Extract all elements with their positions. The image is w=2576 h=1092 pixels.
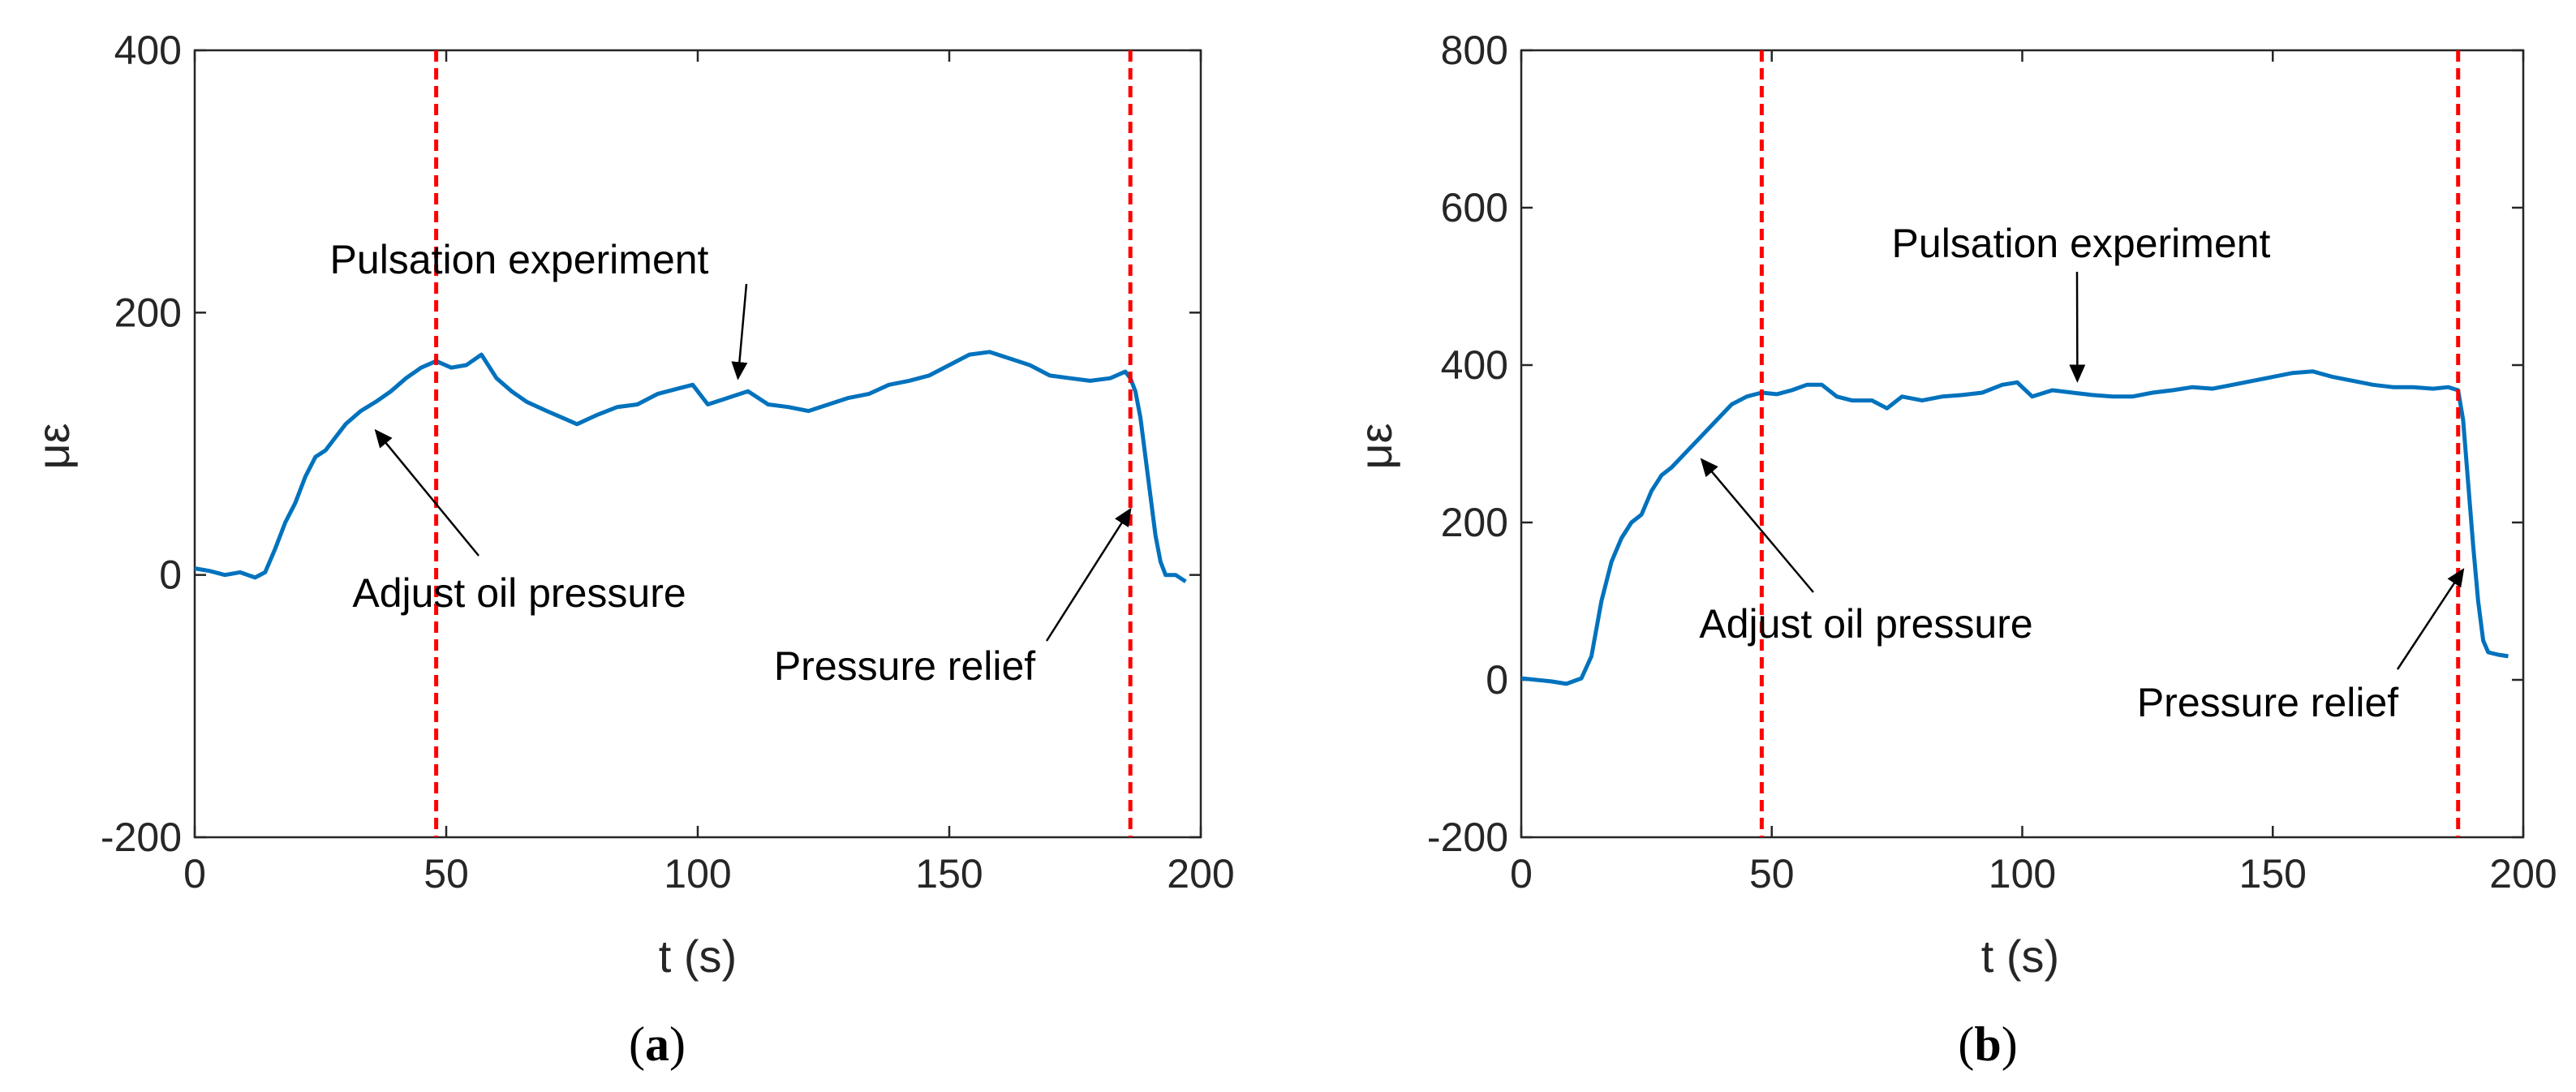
- annotation-arrow: [731, 283, 748, 380]
- x-tick-label: 150: [2239, 851, 2307, 896]
- annotation-arrow: [1045, 507, 1132, 642]
- annotation-label: Adjust oil pressure: [1699, 601, 2032, 647]
- annotation-label: Pulsation experiment: [1892, 221, 2271, 266]
- y-tick-label: 600: [1441, 185, 1508, 230]
- annotation-label: Pressure relief: [2137, 680, 2398, 725]
- data-series-line: [194, 350, 1187, 583]
- x-tick-label: 200: [2489, 851, 2557, 896]
- panel-label: (b): [1958, 1017, 2017, 1071]
- x-tick-label: 200: [1167, 851, 1234, 896]
- y-tick-label: 0: [159, 552, 182, 598]
- panel-letter: a: [645, 1017, 669, 1071]
- x-tick-label: 100: [1989, 851, 2056, 896]
- x-tick-label: 100: [664, 851, 731, 896]
- panel-label: (a): [629, 1017, 686, 1071]
- x-axis-label: t (s): [659, 931, 737, 982]
- y-tick-label: 400: [1441, 342, 1508, 388]
- annotation-arrow: [1700, 458, 1814, 593]
- x-tick-label: 50: [1749, 851, 1795, 896]
- plot-frame: [1520, 49, 2525, 839]
- y-tick-label: -200: [1427, 815, 1508, 860]
- panel-letter: b: [1974, 1017, 2001, 1071]
- y-axis-label: με: [28, 423, 79, 469]
- data-series-line: [1520, 369, 2509, 686]
- x-tick-label: 150: [915, 851, 983, 896]
- y-tick-label: 400: [114, 28, 182, 73]
- x-axis-label: t (s): [1981, 931, 2059, 982]
- annotation-arrow: [2396, 568, 2465, 670]
- annotation-arrow: [374, 428, 480, 557]
- y-tick-label: 800: [1441, 28, 1508, 73]
- plot-frame: [193, 49, 1202, 839]
- y-axis-label: με: [1350, 423, 1401, 469]
- y-tick-label: 200: [114, 290, 182, 335]
- y-tick-label: 0: [1486, 657, 1508, 703]
- annotation-label: Adjust oil pressure: [352, 570, 686, 616]
- y-tick-label: 200: [1441, 500, 1508, 545]
- y-tick-label: -200: [101, 815, 182, 860]
- x-tick-label: 0: [1510, 851, 1533, 896]
- x-tick-label: 0: [183, 851, 206, 896]
- annotation-label: Pulsation experiment: [330, 237, 709, 282]
- annotation-label: Pressure relief: [774, 643, 1035, 689]
- x-tick-label: 50: [424, 851, 469, 896]
